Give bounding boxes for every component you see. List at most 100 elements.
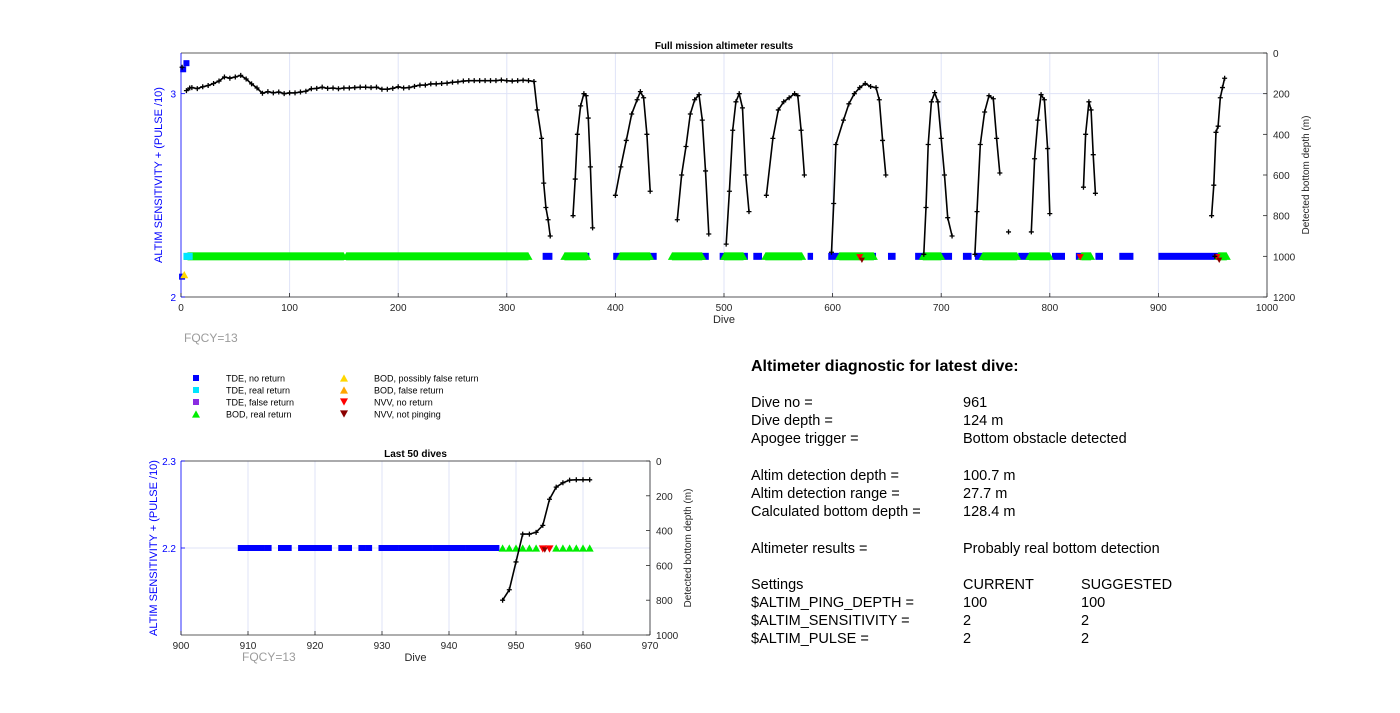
tde-no-return-marker (244, 545, 252, 551)
tde-no-return-segment (542, 252, 553, 260)
depth-profile-point (945, 215, 951, 221)
tde-no-return-marker (318, 545, 326, 551)
settings-marker (180, 271, 189, 279)
depth-profile-point (417, 82, 423, 88)
depth-profile-point (325, 85, 331, 91)
bod-real-marker (720, 252, 728, 260)
ping-depth-row: $ALTIM_PING_DEPTH = 100 100 (751, 594, 1391, 612)
depth-profile-point (703, 168, 709, 174)
tde-no-return-marker (257, 545, 265, 551)
depth-profile-point (466, 78, 472, 84)
bod-real-segment (619, 252, 651, 261)
depth-profile-point (533, 529, 539, 535)
x-axis-label: Dive (404, 652, 426, 664)
depth-profile-point (513, 559, 519, 565)
depth-profile-point (792, 91, 798, 97)
detection-depth-row: Altim detection depth = 100.7 m (751, 467, 1391, 485)
x-tick-label: 900 (1150, 303, 1167, 314)
tde-no-return-marker (391, 545, 399, 551)
depth-profile-point (570, 213, 576, 219)
depth-profile-point (590, 225, 596, 231)
depth-profile-point (254, 85, 260, 91)
y2-tick-label: 600 (656, 561, 673, 572)
depth-profile-point (679, 172, 685, 178)
bod-real-segment (724, 252, 744, 261)
depth-profile-point (833, 142, 839, 147)
depth-profile-point (506, 587, 512, 593)
depth-profile-point (612, 192, 618, 198)
marker-legend: TDE, no return TDE, real return TDE, false… (192, 374, 479, 420)
depth-profile-point (829, 249, 835, 255)
detection-depth-label: Altim detection depth = (751, 467, 899, 484)
depth-profile-line (1030, 92, 1051, 232)
settings-marker (180, 66, 187, 73)
tde-no-return-marker (405, 545, 413, 551)
bod-real-marker (698, 252, 707, 260)
dive-no-value: 961 (963, 395, 988, 411)
nvv-no-return-marker (545, 545, 554, 553)
depth-profile-point (938, 135, 944, 141)
depth-profile-line (185, 74, 551, 237)
legend-marker (193, 399, 199, 405)
ping-depth-current: 100 (963, 595, 988, 612)
bod-real-marker (585, 544, 594, 552)
depth-profile-point (221, 74, 227, 80)
depth-profile-point (1006, 229, 1012, 235)
depth-profile-point (379, 86, 385, 92)
bod-real-marker (667, 252, 676, 260)
y2-axis-label: Detected bottom depth (m) (1301, 116, 1312, 235)
depth-profile-line (765, 92, 806, 196)
pulse-label: $ALTIM_PULSE = (751, 631, 869, 648)
calculated-depth-value: 128.4 m (963, 504, 1016, 521)
tde-no-return-segment (962, 252, 972, 260)
depth-profile-point (540, 522, 546, 528)
depth-profile-point (493, 78, 499, 84)
depth-profile-point (583, 93, 589, 99)
legend-marker (340, 374, 348, 382)
x-tick-label: 910 (240, 641, 257, 652)
y2-tick-label: 0 (656, 457, 662, 468)
tde-no-return-marker (298, 545, 306, 551)
tde-no-return-marker (418, 545, 426, 551)
depth-profile-point (880, 137, 886, 143)
bod-real-marker (615, 252, 624, 260)
bod-real-segment (564, 252, 588, 261)
depth-profile-point (401, 85, 407, 91)
tde-real-marker (186, 252, 193, 260)
depth-profile-point (455, 79, 461, 85)
tde-no-return-marker (438, 545, 446, 551)
depth-profile-point (972, 251, 978, 257)
tde-no-return-marker (365, 545, 373, 551)
x-axis-label: Dive (713, 314, 735, 326)
apogee-trigger-value: Bottom obstacle detected (963, 431, 1127, 448)
depth-profile-line (676, 92, 710, 235)
depth-profile-point (276, 89, 282, 95)
tde-no-return-segment (887, 252, 896, 260)
bod-real-marker (512, 544, 520, 552)
tde-no-return-marker (465, 545, 473, 551)
tde-no-return-marker (251, 545, 259, 551)
nvv-not-pinging-marker (541, 547, 548, 553)
x-tick-label: 200 (390, 303, 407, 314)
depth-profile-point (977, 142, 983, 147)
depth-profile-point (1080, 184, 1086, 190)
depth-profile-point (578, 103, 584, 109)
y-tick-label: 2.2 (162, 544, 176, 555)
depth-profile-point (868, 84, 874, 90)
depth-profile-point (763, 192, 769, 198)
legend-marker (340, 398, 348, 406)
depth-profile-point (259, 90, 265, 96)
depth-profile-point (567, 477, 573, 483)
legend-label: TDE, real return (226, 386, 290, 396)
depth-profile-point (531, 78, 537, 84)
depth-profile-point (982, 109, 988, 115)
tde-no-return-marker (398, 545, 406, 551)
depth-profile-point (515, 78, 521, 84)
tde-no-return-marker (284, 545, 292, 551)
depth-profile-point (500, 597, 506, 603)
depth-profile-point (572, 176, 578, 182)
bod-real-segment (839, 252, 874, 261)
tde-no-return-marker (432, 545, 440, 551)
tde-no-return-marker (492, 545, 500, 551)
depth-profile-point (346, 85, 352, 91)
